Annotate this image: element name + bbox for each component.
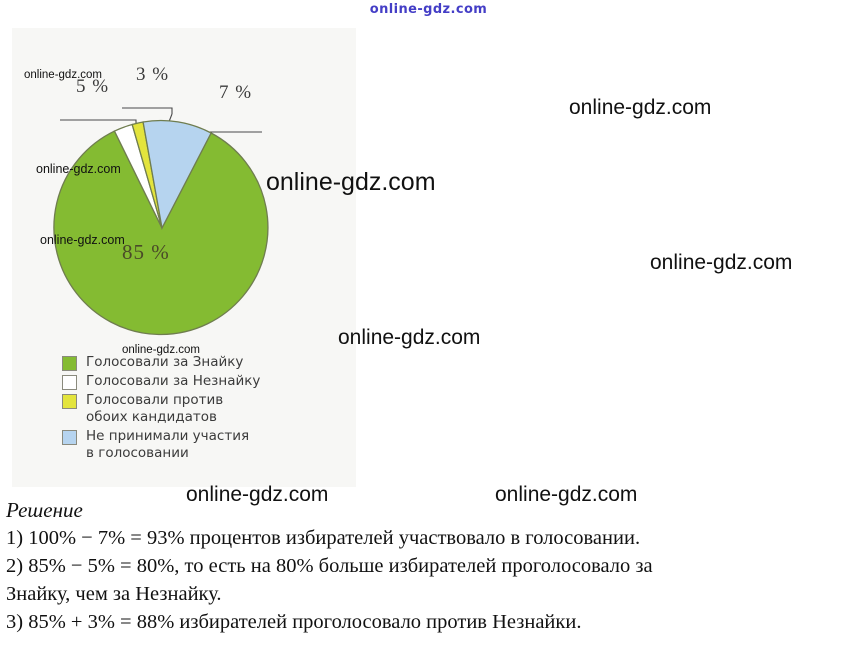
- legend-swatch-white: [62, 375, 77, 390]
- top-watermark: online-gdz.com: [369, 2, 488, 17]
- slice-label-5: 5 %: [76, 76, 110, 97]
- watermark-page-2: online-gdz.com: [266, 168, 436, 196]
- legend-swatch-yellow: [62, 394, 77, 409]
- legend-item-znayka: Голосовали за Знайку: [62, 354, 352, 371]
- legend-swatch-green: [62, 356, 77, 371]
- watermark-page-6: online-gdz.com: [495, 483, 638, 506]
- watermark-figure-3: online-gdz.com: [40, 233, 125, 247]
- legend-item-no-participation: Не принимали участия в голосовании: [62, 428, 352, 462]
- solution-line-3: Знайку, чем за Незнайку.: [6, 583, 222, 605]
- slice-label-85: 85 %: [122, 240, 170, 264]
- solution-line-2: 2) 85% − 5% = 80%, то есть на 80% больше…: [6, 555, 653, 577]
- pie-slice-znayka: [53, 130, 269, 336]
- slice-label-3: 3 %: [136, 64, 170, 85]
- figure-panel: 5 % 3 % 7 %: [12, 28, 356, 487]
- legend-label-neznayka: Голосовали за Незнайку: [86, 373, 261, 389]
- pie-chart: [26, 90, 302, 346]
- legend-item-neznayka: Голосовали за Незнайку: [62, 373, 352, 390]
- legend-label-znayka: Голосовали за Знайку: [86, 354, 244, 370]
- watermark-figure-1: online-gdz.com: [24, 69, 102, 81]
- slice-label-7: 7 %: [219, 82, 253, 103]
- watermark-figure-2: online-gdz.com: [36, 162, 121, 176]
- legend-swatch-blue: [62, 430, 77, 445]
- watermark-page-5: online-gdz.com: [186, 483, 329, 506]
- solution-title: Решение: [6, 498, 83, 522]
- chart-legend: Голосовали за Знайку Голосовали за Незна…: [62, 354, 352, 464]
- legend-label-no-participation: Не принимали участия в голосовании: [86, 428, 250, 461]
- legend-label-against-both: Голосовали против обоих кандидатов: [86, 392, 224, 425]
- solution-block: Решение 1) 100% − 7% = 93% процентов изб…: [6, 498, 851, 636]
- pie-slices: [53, 119, 269, 336]
- watermark-page-3: online-gdz.com: [650, 251, 793, 274]
- watermark-page-4: online-gdz.com: [338, 326, 481, 349]
- pie-slice-no-participation: [142, 119, 212, 231]
- pie-chart-svg: [53, 107, 269, 336]
- watermark-figure-4: online-gdz.com: [122, 344, 200, 356]
- solution-line-1: 1) 100% − 7% = 93% процентов избирателей…: [6, 527, 641, 549]
- solution-line-4: 3) 85% + 3% = 88% избирателей проголосов…: [6, 611, 582, 633]
- watermark-page-1: online-gdz.com: [569, 96, 712, 119]
- legend-item-against-both: Голосовали против обоих кандидатов: [62, 392, 352, 426]
